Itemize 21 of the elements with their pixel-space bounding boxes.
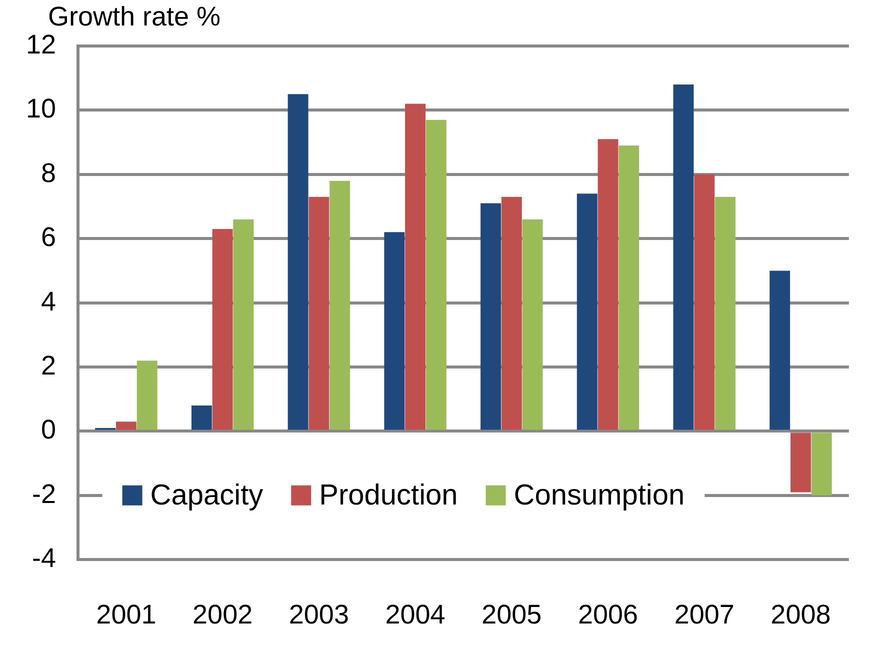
y-tick-label: 0: [41, 414, 56, 445]
y-tick-label: 2: [41, 350, 56, 380]
y-tick-label: -2: [32, 478, 56, 509]
x-tick-label: 2003: [288, 599, 349, 630]
y-tick-label: 4: [41, 286, 56, 316]
x-tick-label: 2008: [770, 599, 831, 630]
y-tick-label: -4: [32, 543, 56, 574]
x-tick-label: 2001: [96, 599, 156, 630]
x-tick-label: 2004: [385, 599, 446, 630]
y-tick-label: 10: [26, 94, 56, 124]
y-tick-label: 6: [41, 222, 56, 252]
y-axis-title: Growth rate %: [48, 1, 221, 32]
x-tick-label: 2007: [674, 599, 734, 630]
x-tick-label: 2006: [578, 599, 638, 630]
y-tick-label: 8: [41, 158, 56, 188]
legend-label: Consumption: [514, 479, 685, 512]
legend-label: Capacity: [150, 479, 264, 512]
x-tick-label: 2002: [192, 599, 253, 630]
legend-label: Production: [319, 479, 458, 512]
x-tick-label: 2005: [482, 599, 542, 630]
y-tick-label: 12: [26, 29, 56, 60]
